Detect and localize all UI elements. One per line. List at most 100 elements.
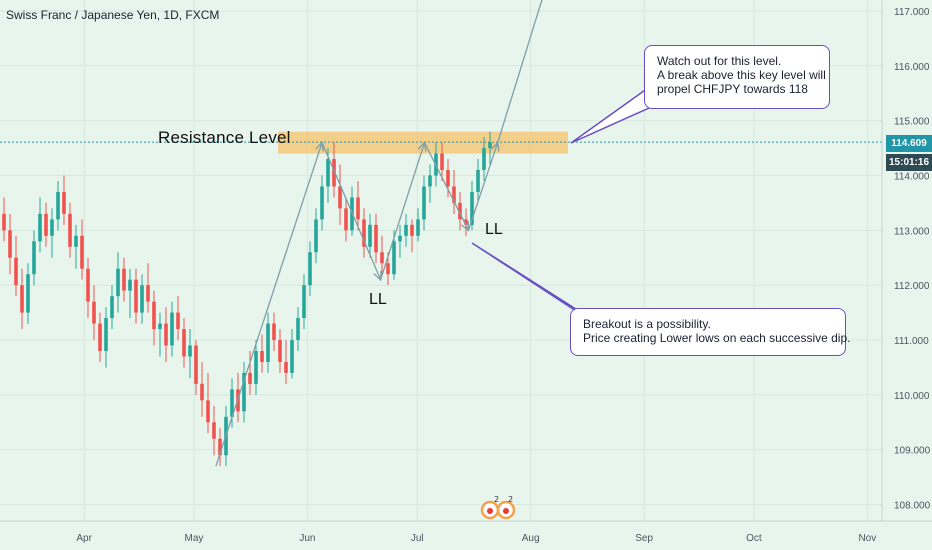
candle-body [86, 268, 90, 302]
candle-body [242, 372, 246, 412]
candle-body [458, 202, 462, 220]
candle-body [98, 323, 102, 351]
x-tick-label: Apr [76, 533, 92, 544]
candle-body [14, 257, 18, 286]
candle-body [170, 312, 174, 346]
candle-body [452, 186, 456, 203]
callout-pointers [471, 86, 660, 319]
candle-body [32, 241, 36, 275]
candle-body [38, 213, 42, 242]
candle-body [374, 224, 378, 253]
candle-body [410, 224, 414, 236]
candle-body [206, 400, 210, 423]
candle-body [248, 372, 252, 384]
candle-body [20, 285, 24, 313]
x-tick-label: May [185, 533, 204, 544]
candle-body [44, 213, 48, 236]
candle-body [482, 148, 486, 171]
candle-body [446, 170, 450, 187]
y-tick-label: 114.000 [894, 171, 930, 182]
y-tick-label: 115.000 [894, 117, 930, 128]
svg-text:2: 2 [508, 495, 513, 504]
candle-body [476, 170, 480, 192]
candle-body [92, 301, 96, 324]
candle-body [428, 175, 432, 187]
candle-body [164, 323, 168, 346]
x-tick-label: Sep [635, 533, 653, 544]
price-axis: 108.000 109.000 110.000 111.000 112.000 113.0… [894, 7, 931, 512]
candle-body [194, 345, 198, 384]
callout-bottom[interactable]: Breakout is a possibility. Price creatin… [570, 308, 851, 356]
candle-body [404, 224, 408, 236]
trend-arrowhead [373, 270, 382, 282]
candle-body [104, 318, 108, 351]
candle-body [278, 340, 282, 362]
candle-body [230, 389, 234, 417]
candle-body [188, 345, 192, 357]
y-tick-label: 116.000 [894, 62, 930, 73]
candle-body [488, 142, 492, 149]
trend-arrowhead [490, 141, 500, 152]
candle-body [68, 213, 72, 247]
resistance-label: Resistance Level [158, 128, 291, 147]
candle-body [26, 274, 30, 313]
candle-body [368, 224, 372, 247]
trend-path [215, 0, 543, 467]
author-logo-icon[interactable]: 2 2 [478, 494, 518, 522]
candle-body [470, 191, 474, 225]
candle-body [416, 219, 420, 236]
y-tick-label: 109.000 [894, 446, 931, 457]
candle-body [8, 230, 12, 258]
candle-body [128, 279, 132, 291]
candle-body [314, 219, 318, 253]
candle-body [422, 186, 426, 220]
callout-top[interactable]: Watch out for this level. A break above … [644, 45, 830, 109]
candle-body [308, 252, 312, 286]
y-tick-label: 112.000 [894, 281, 930, 292]
candle-body [284, 361, 288, 373]
candle-body [110, 296, 114, 319]
candle-body [152, 301, 156, 330]
y-tick-label: 108.000 [894, 501, 931, 512]
time-axis: Apr May Jun Jul Aug Sep Oct Nov [76, 533, 876, 544]
candle-body [140, 285, 144, 313]
candle-body [296, 318, 300, 341]
trend-arrowhead [460, 221, 470, 232]
candle-body [218, 438, 222, 456]
countdown-tag: 15:01:16 [886, 154, 932, 171]
x-tick-label: Nov [858, 533, 876, 544]
y-tick-label: 110.000 [894, 391, 930, 402]
callout-top-line-2: A break above this key level will [657, 68, 826, 82]
candle-body [176, 312, 180, 330]
svg-text:2: 2 [494, 495, 499, 504]
candle-body [464, 219, 468, 225]
candle-body [440, 153, 444, 171]
current-price-tag: 114.609 [886, 135, 932, 152]
ll-label-2: LL [485, 221, 503, 238]
callout-top-line-1: Watch out for this level. [657, 54, 782, 68]
candle-body [362, 219, 366, 247]
candle-body [272, 323, 276, 341]
candle-body [302, 285, 306, 319]
candle-body [200, 383, 204, 401]
x-tick-label: Oct [746, 533, 762, 544]
candle-body [326, 159, 330, 187]
candle-body [344, 208, 348, 231]
grid [0, 0, 882, 521]
trend-arrowhead [315, 141, 324, 152]
candle-body [290, 340, 294, 373]
y-tick-label: 113.000 [894, 226, 930, 237]
candle-body [338, 186, 342, 209]
candle-body [380, 252, 384, 264]
candle-body [50, 219, 54, 236]
y-tick-label: 111.000 [894, 336, 929, 347]
x-tick-label: Jun [299, 533, 315, 544]
x-tick-label: Jul [411, 533, 424, 544]
candle-body [254, 350, 258, 384]
ll-label-1: LL [369, 291, 387, 308]
callout-bottom-line-2: Price creating Lower lows on each succes… [583, 331, 851, 345]
candle-body [80, 235, 84, 269]
y-tick-label: 117.000 [894, 7, 930, 18]
candle-body [116, 268, 120, 297]
